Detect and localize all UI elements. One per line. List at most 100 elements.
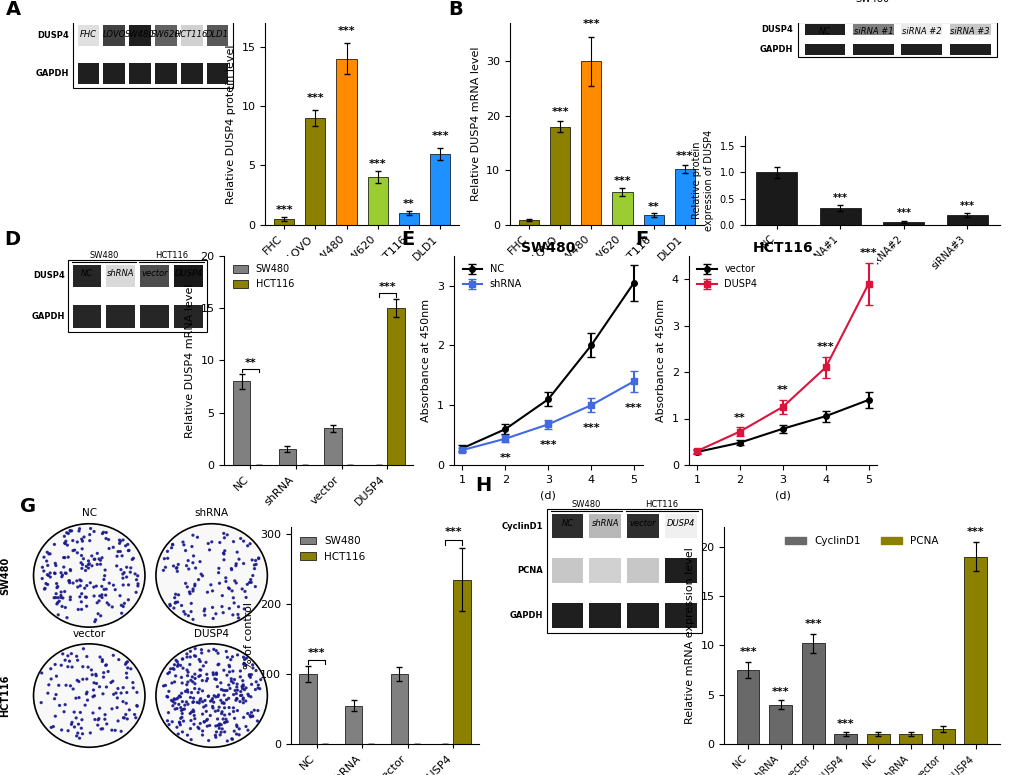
Text: shRNA: shRNA [591, 518, 619, 528]
Bar [336, 59, 357, 225]
Circle shape [105, 594, 107, 596]
Circle shape [54, 572, 55, 574]
Text: **: ** [245, 358, 256, 367]
Circle shape [79, 711, 82, 713]
Circle shape [205, 711, 207, 712]
Circle shape [180, 710, 182, 711]
Circle shape [131, 682, 133, 684]
Circle shape [209, 549, 210, 551]
Circle shape [224, 690, 226, 691]
Circle shape [106, 723, 108, 725]
Circle shape [246, 657, 248, 659]
Circle shape [236, 614, 238, 615]
Circle shape [203, 610, 205, 612]
Text: SW480: SW480 [572, 500, 600, 508]
Circle shape [243, 563, 245, 564]
Title: DUSP4: DUSP4 [194, 629, 229, 639]
Circle shape [180, 716, 182, 718]
Circle shape [212, 672, 214, 673]
Circle shape [191, 692, 193, 694]
Circle shape [91, 555, 93, 556]
Circle shape [176, 726, 177, 728]
Circle shape [169, 668, 171, 670]
Circle shape [122, 577, 123, 579]
Circle shape [136, 579, 138, 580]
Circle shape [48, 684, 50, 686]
Circle shape [126, 718, 128, 720]
Text: HCT116: HCT116 [645, 500, 678, 508]
Circle shape [167, 711, 169, 714]
Circle shape [119, 550, 121, 553]
Circle shape [232, 682, 234, 684]
Legend: vector, DUSP4: vector, DUSP4 [693, 260, 760, 293]
Circle shape [175, 567, 177, 569]
Circle shape [81, 601, 83, 603]
Circle shape [247, 545, 249, 546]
Circle shape [201, 680, 203, 681]
Circle shape [218, 706, 220, 708]
Legend: NC, shRNA: NC, shRNA [459, 260, 526, 293]
Circle shape [221, 702, 223, 704]
Bar [882, 222, 923, 225]
Circle shape [93, 531, 95, 532]
Circle shape [111, 708, 113, 710]
Circle shape [232, 711, 234, 712]
Y-axis label: Absorbance at 450nm: Absorbance at 450nm [655, 299, 665, 422]
Circle shape [61, 576, 63, 577]
Circle shape [199, 674, 201, 677]
Circle shape [222, 532, 224, 534]
Circle shape [120, 612, 122, 614]
Circle shape [78, 596, 81, 598]
Circle shape [242, 588, 243, 590]
Circle shape [125, 567, 127, 568]
Circle shape [110, 682, 112, 684]
Circle shape [243, 656, 245, 658]
Bar [232, 381, 250, 465]
Circle shape [104, 718, 106, 720]
Circle shape [257, 684, 259, 686]
Circle shape [52, 725, 54, 728]
Text: HCT116: HCT116 [155, 251, 187, 260]
Text: DLD1: DLD1 [206, 29, 229, 39]
Circle shape [103, 579, 105, 580]
Circle shape [185, 669, 187, 671]
Circle shape [240, 694, 243, 696]
Circle shape [186, 681, 189, 683]
Circle shape [193, 701, 195, 703]
Circle shape [173, 668, 175, 670]
Circle shape [166, 696, 168, 698]
Bar [73, 21, 232, 88]
Circle shape [136, 691, 138, 694]
Circle shape [77, 608, 79, 611]
Circle shape [97, 724, 99, 726]
Circle shape [82, 733, 84, 735]
Circle shape [81, 562, 82, 563]
Circle shape [114, 589, 116, 591]
Circle shape [242, 680, 244, 681]
Text: siRNA #2: siRNA #2 [901, 26, 941, 36]
Text: ***: *** [676, 151, 693, 161]
Circle shape [90, 582, 91, 584]
Circle shape [113, 694, 114, 695]
Circle shape [100, 728, 102, 730]
Circle shape [217, 653, 219, 654]
Circle shape [55, 675, 57, 677]
Circle shape [82, 563, 84, 566]
Circle shape [239, 538, 242, 539]
Circle shape [232, 707, 234, 708]
Bar [664, 558, 696, 583]
Circle shape [175, 698, 177, 700]
Circle shape [190, 656, 191, 658]
Circle shape [132, 557, 135, 560]
Text: **: ** [647, 202, 659, 212]
Circle shape [231, 656, 233, 658]
Circle shape [206, 718, 208, 720]
Circle shape [204, 608, 206, 610]
Circle shape [235, 693, 237, 694]
Circle shape [122, 717, 124, 718]
Circle shape [228, 588, 230, 590]
Circle shape [81, 580, 82, 582]
Text: HCT116: HCT116 [0, 674, 10, 717]
Circle shape [83, 558, 85, 560]
Circle shape [184, 549, 186, 552]
